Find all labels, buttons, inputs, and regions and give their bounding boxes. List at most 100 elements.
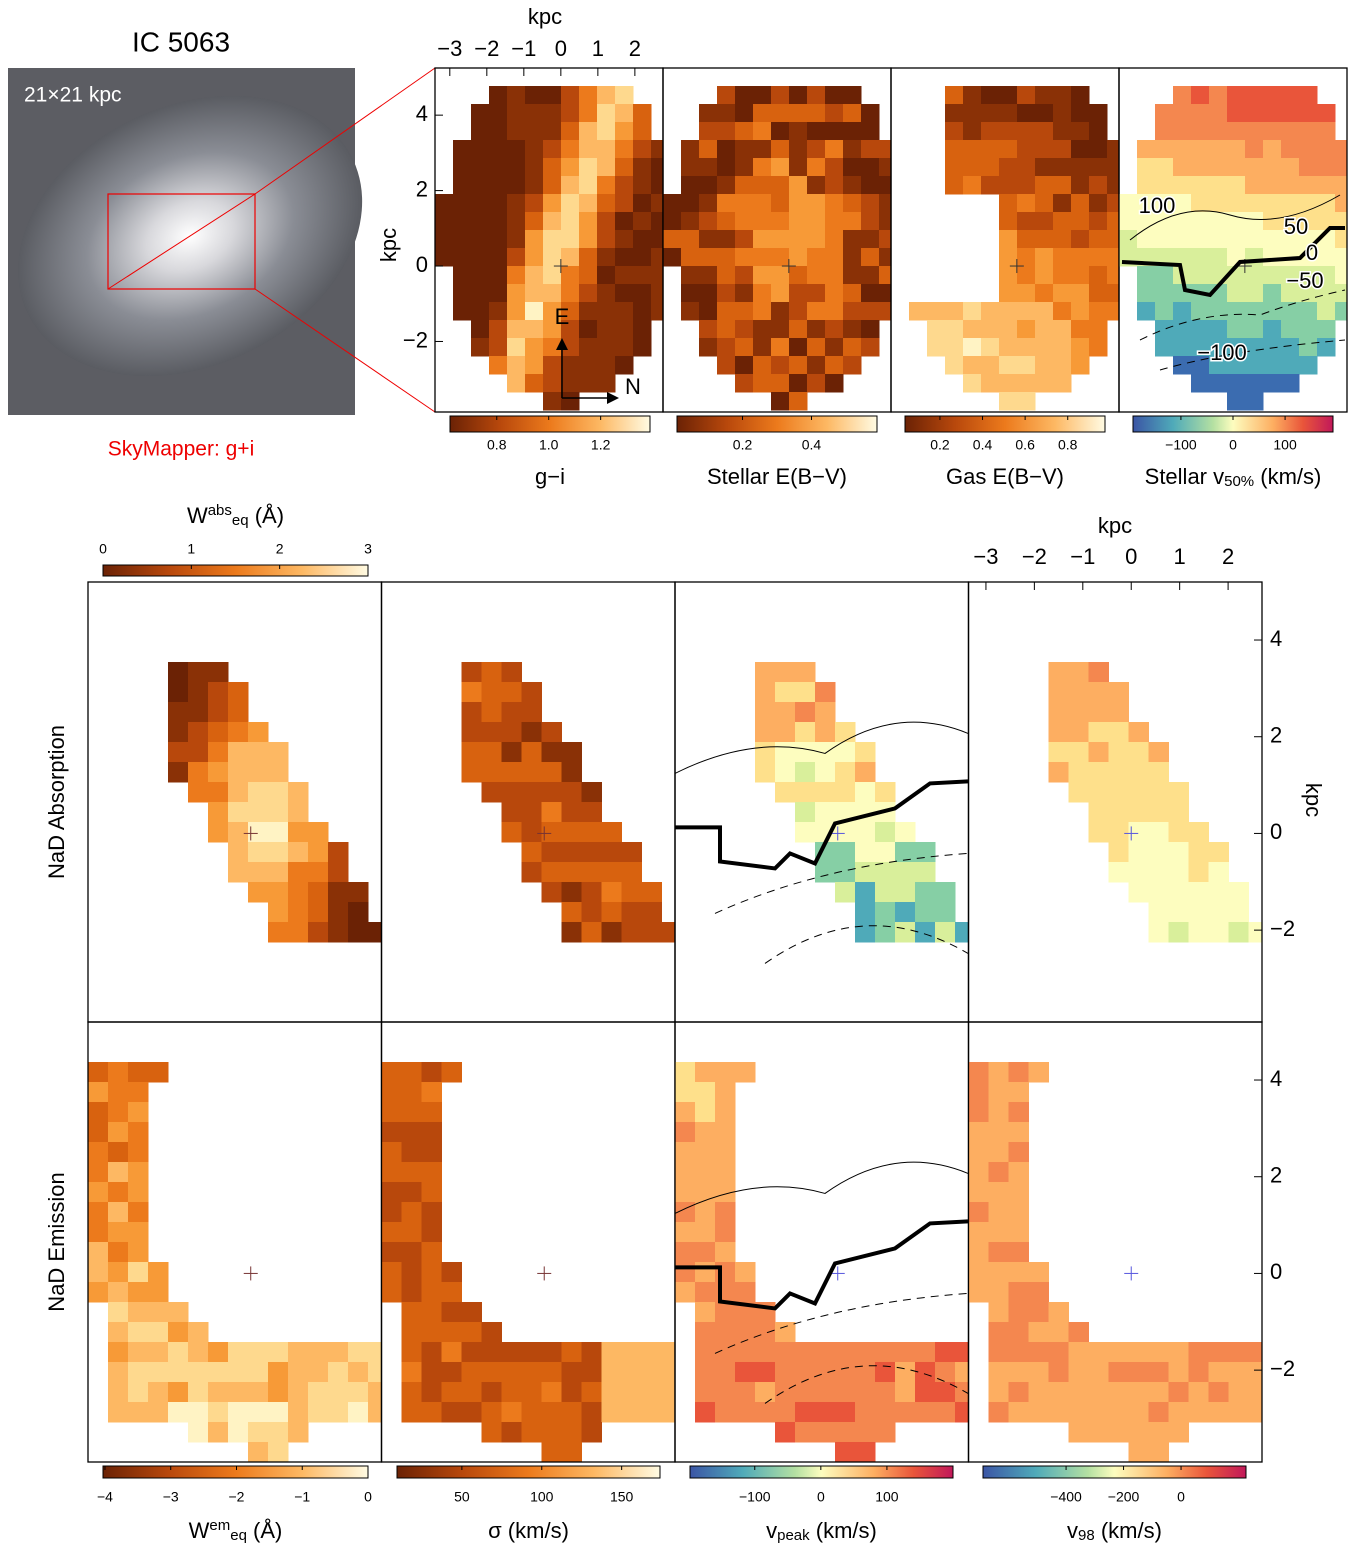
- map-pixel: [789, 284, 808, 303]
- map-pixel: [963, 140, 982, 159]
- map-pixel: [481, 682, 502, 703]
- map-pixel: [715, 1182, 736, 1203]
- map-pixel: [715, 1142, 736, 1163]
- map-pixel: [1107, 158, 1120, 177]
- map-pixel: [1017, 230, 1036, 249]
- map-pixel: [735, 338, 754, 357]
- map-pixel: [348, 882, 369, 903]
- map-pixel: [1017, 302, 1036, 321]
- map-pixel: [108, 1182, 129, 1203]
- map-pixel: [735, 284, 754, 303]
- map-pixel: [1281, 176, 1300, 195]
- map-pixel: [1108, 1342, 1129, 1363]
- map-pixel: [755, 682, 776, 703]
- map-pixel: [128, 1222, 149, 1243]
- map-pixel: [843, 320, 862, 339]
- map-pixel: [1017, 284, 1036, 303]
- map-pixel: [968, 1122, 989, 1143]
- map-pixel: [507, 302, 526, 321]
- map-pixel: [861, 338, 880, 357]
- y-tick-label: −2: [403, 327, 428, 352]
- map-pixel: [735, 1342, 756, 1363]
- map-pixel: [695, 1142, 716, 1163]
- map-pixel: [461, 722, 482, 743]
- map-pixel: [561, 86, 580, 105]
- map-pixel: [641, 1342, 662, 1363]
- map-pixel: [795, 662, 816, 683]
- panel-frame: [967, 1021, 1263, 1463]
- map-pixel: [715, 1242, 736, 1263]
- map-pixel: [695, 1262, 716, 1283]
- map-pixel: [1088, 822, 1109, 843]
- map-pixel: [148, 1342, 169, 1363]
- y-tick-label: 4: [1270, 1066, 1282, 1091]
- map-pixel: [1071, 122, 1090, 141]
- map-pixel: [597, 140, 616, 159]
- map-pixel: [541, 1362, 562, 1383]
- map-pixel: [661, 1382, 676, 1403]
- contour-zero: [675, 1219, 969, 1311]
- map-pixel: [789, 86, 808, 105]
- label-text: g−i: [535, 464, 565, 489]
- row-label: NaD Emission: [44, 1172, 69, 1311]
- map-pixel: [1071, 320, 1090, 339]
- map-pixel: [525, 302, 544, 321]
- map-pixel: [168, 762, 189, 783]
- map-pixel: [895, 922, 916, 943]
- map-pixel: [543, 392, 562, 411]
- map-pixel: [521, 802, 542, 823]
- map-pixel: [699, 320, 718, 339]
- map-pixel: [879, 302, 892, 321]
- map-pixel: [128, 1342, 149, 1363]
- map-pixel: [328, 1382, 349, 1403]
- map-pixel: [1155, 266, 1174, 285]
- map-pixel: [228, 782, 249, 803]
- map-pixel: [1245, 122, 1264, 141]
- map-pixel: [735, 122, 754, 141]
- map-pixel: [1248, 1402, 1263, 1423]
- map-pixel: [108, 1202, 129, 1223]
- map-pixel: [188, 1402, 209, 1423]
- map-pixel: [695, 1082, 716, 1103]
- y-tick-label: 0: [1270, 1259, 1282, 1284]
- map-pixel: [308, 882, 329, 903]
- map-pixel: [815, 1342, 836, 1363]
- map-pixel: [489, 230, 508, 249]
- map-pixel: [561, 320, 580, 339]
- map-pixel: [268, 782, 289, 803]
- map-pixel: [461, 1302, 482, 1323]
- x-tick-label: −1: [1070, 544, 1095, 569]
- map-pixel: [471, 176, 490, 195]
- map-pixel: [228, 1402, 249, 1423]
- label-text: (km/s): [1095, 1518, 1162, 1543]
- map-pixel: [1008, 1262, 1029, 1283]
- map-pixel: [1048, 1362, 1069, 1383]
- map-pixel: [579, 356, 598, 375]
- map-pixel: [1155, 284, 1174, 303]
- map-pixel: [717, 284, 736, 303]
- map-pixel: [699, 302, 718, 321]
- map-pixel: [1168, 842, 1189, 863]
- map-pixel: [1227, 194, 1246, 213]
- map-pixel: [88, 1082, 109, 1103]
- map-pixel: [695, 1302, 716, 1323]
- map-pixel: [999, 284, 1018, 303]
- map-pixel: [1035, 320, 1054, 339]
- map-pixel: [615, 158, 634, 177]
- map-pixel: [1263, 374, 1282, 393]
- map-pixel: [795, 802, 816, 823]
- map-pixel: [1089, 140, 1108, 159]
- map-pixel: [615, 122, 634, 141]
- map-pixel: [543, 266, 562, 285]
- map-pixel: [1335, 302, 1348, 321]
- map-pixel: [288, 782, 309, 803]
- map-pixel: [945, 86, 964, 105]
- map-pixel: [843, 104, 862, 123]
- map-pixel: [401, 1282, 422, 1303]
- map-pixel: [621, 1342, 642, 1363]
- colorbar: [102, 564, 369, 577]
- map-pixel: [381, 1222, 402, 1243]
- map-pixel: [615, 266, 634, 285]
- map-pixel: [471, 284, 490, 303]
